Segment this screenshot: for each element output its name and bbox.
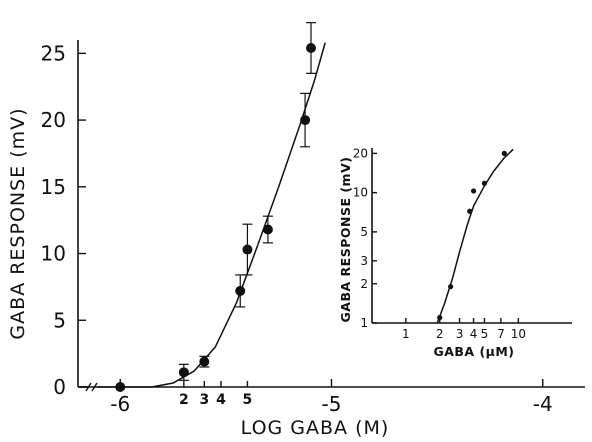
- inset-y-axis-title: GABA RESPONSE (mV): [338, 157, 353, 323]
- y-tick-label: 10: [41, 242, 66, 266]
- inset-x-tick-label: 10: [511, 327, 526, 341]
- inset-data-point: [467, 208, 473, 214]
- inset-data-point: [470, 188, 477, 194]
- inset-x-tick-label: 2: [436, 327, 444, 341]
- y-tick-label: 0: [53, 375, 66, 399]
- fit-curve: [78, 42, 326, 388]
- inset-fit-curve: [436, 148, 514, 324]
- inset-x-tick-label: 5: [481, 327, 489, 341]
- inset-y-tick-label: 3: [360, 254, 368, 268]
- x-minor-tick-label: 3: [199, 392, 209, 408]
- inset-x-tick-label: 3: [456, 327, 464, 341]
- data-point: [306, 43, 317, 54]
- x-major-tick-label: -6: [110, 392, 130, 416]
- inset-y-tick-label: 1: [360, 316, 368, 330]
- inset-x-tick-label: 7: [497, 327, 505, 341]
- x-minor-tick-label: 5: [243, 392, 253, 408]
- y-tick-label: 5: [53, 308, 66, 332]
- data-point: [235, 285, 246, 296]
- inset-y-tick-label: 2: [360, 277, 368, 291]
- data-point: [178, 367, 189, 378]
- inset-y-tick-label: 20: [353, 146, 368, 160]
- inset-data-point: [501, 150, 507, 156]
- inset-data-point: [448, 284, 454, 290]
- y-tick-label: 15: [41, 175, 66, 199]
- y-tick-label: 20: [41, 108, 66, 132]
- data-point: [242, 244, 253, 255]
- x-minor-tick-label: 4: [216, 392, 226, 408]
- data-point: [199, 356, 210, 367]
- data-point: [262, 224, 273, 235]
- x-minor-tick-label: 2: [179, 392, 189, 408]
- inset-x-tick-label: 1: [402, 327, 410, 341]
- inset-data-point: [437, 315, 443, 321]
- data-point: [115, 382, 126, 392]
- inset-x-axis-title: GABA (μM): [433, 344, 514, 359]
- inset-y-tick-label: 10: [353, 186, 368, 200]
- data-point: [300, 115, 311, 126]
- inset-x-tick-label: 4: [470, 327, 478, 341]
- y-tick-label: 25: [41, 41, 66, 65]
- x-axis-title: LOG GABA (M): [241, 417, 390, 439]
- inset-y-tick-label: 5: [360, 225, 368, 239]
- x-major-tick-label: -5: [322, 392, 342, 416]
- x-major-tick-label: -4: [533, 392, 553, 416]
- y-axis-title: GABA RESPONSE (mV): [7, 107, 29, 339]
- inset-data-point: [481, 180, 488, 186]
